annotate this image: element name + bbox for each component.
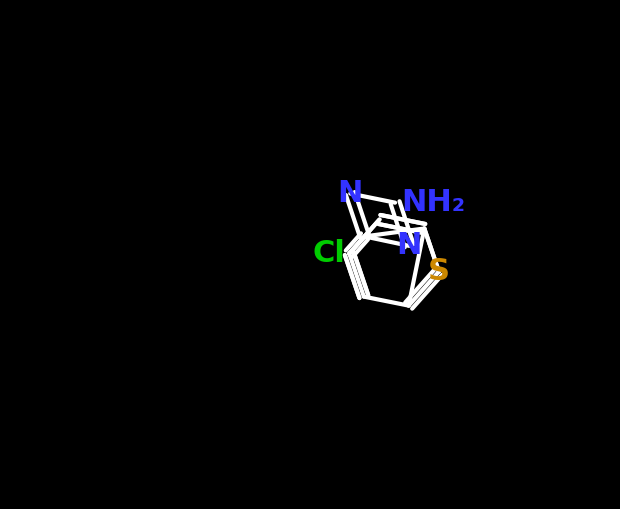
Text: N: N — [338, 179, 363, 208]
Text: Cl: Cl — [312, 239, 345, 268]
Text: S: S — [428, 257, 450, 286]
Text: NH₂: NH₂ — [401, 188, 466, 217]
Text: N: N — [397, 232, 422, 261]
